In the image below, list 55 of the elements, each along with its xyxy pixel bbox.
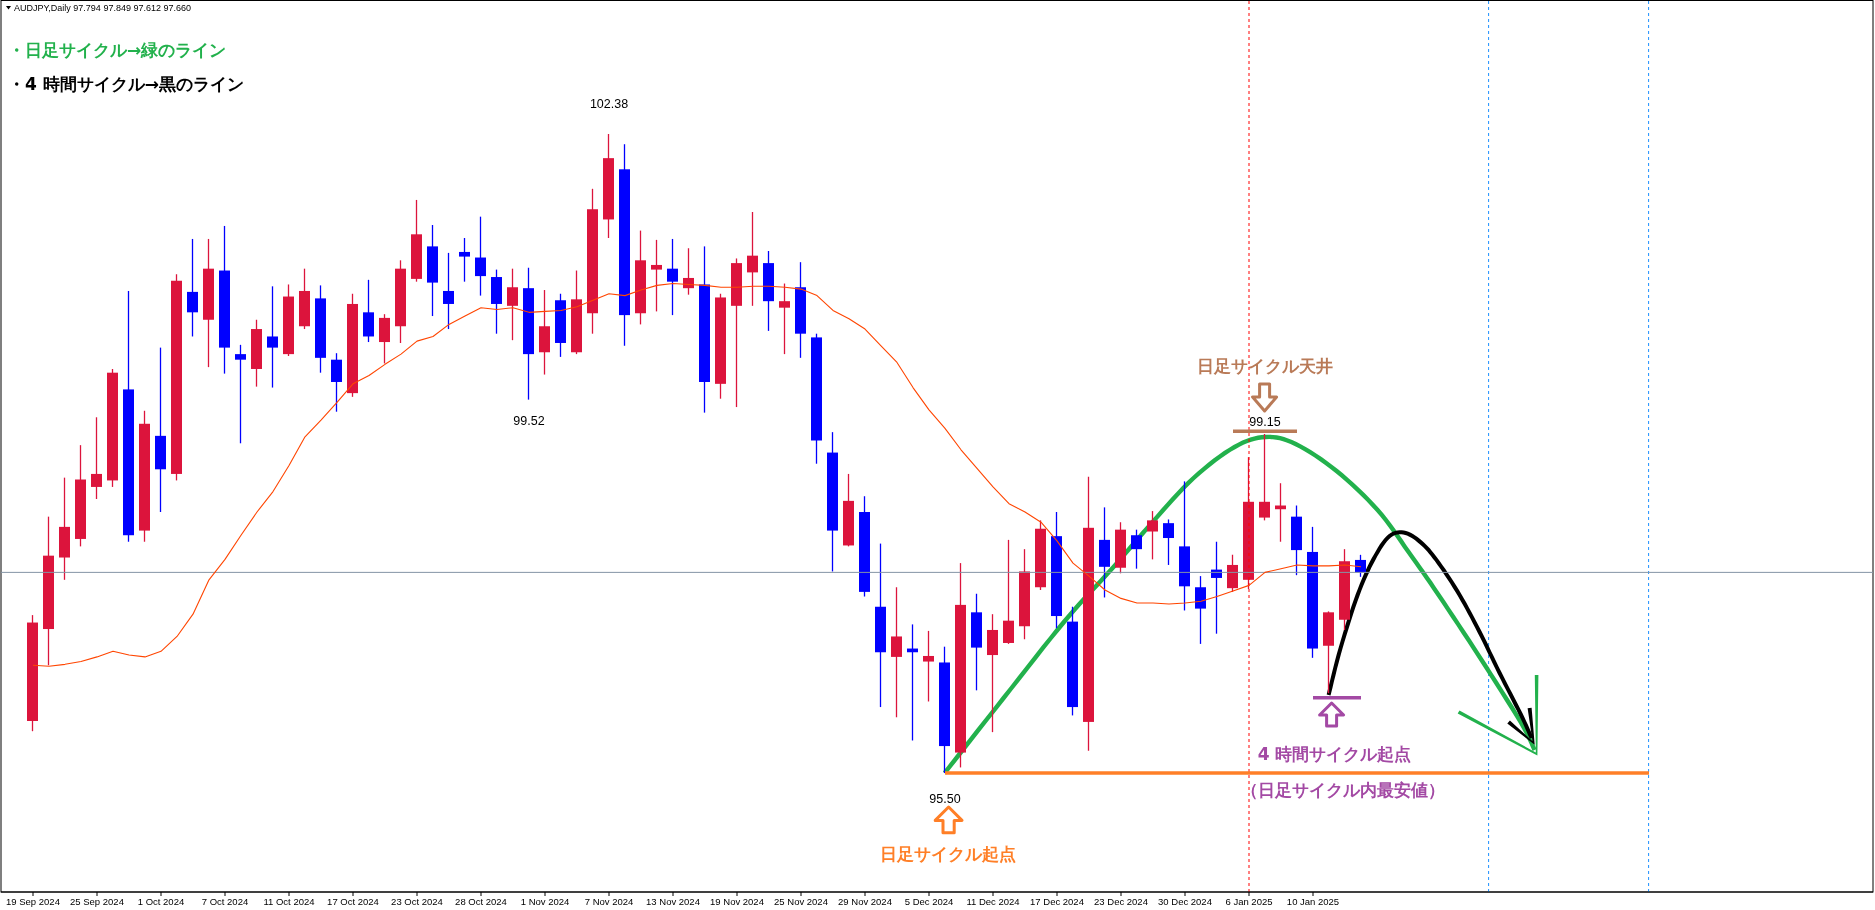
candlestick (91, 416, 102, 500)
candlestick (747, 211, 758, 307)
candlestick (667, 238, 678, 316)
annotation: 95.50 (929, 792, 961, 806)
candlestick (923, 630, 934, 703)
candlestick (475, 216, 486, 297)
candlestick (1259, 433, 1270, 522)
x-tick-label: 6 Jan 2025 (1225, 895, 1273, 907)
candlestick (1195, 575, 1206, 645)
candlestick (1147, 510, 1158, 561)
x-tick-label: 23 Dec 2024 (1094, 895, 1148, 907)
x-tick-label: 23 Oct 2024 (391, 895, 443, 907)
x-tick-label: 30 Dec 2024 (1158, 895, 1212, 907)
x-tick-label: 28 Oct 2024 (455, 895, 507, 907)
text: ・4 時間サイクル→黒のライン (8, 74, 244, 94)
annotation: 99.52 (513, 413, 545, 428)
candlestick (1227, 554, 1238, 593)
candlestick (651, 239, 662, 313)
candlestick (1003, 539, 1014, 645)
annotation: 4 時間サイクル起点 (1257, 744, 1412, 764)
x-tick-label: 29 Nov 2024 (838, 895, 892, 907)
annotation: 99.15 (1249, 415, 1281, 429)
x-tick-label: 11 Dec 2024 (966, 895, 1020, 907)
x-tick-label: 17 Oct 2024 (327, 895, 379, 907)
x-tick-label: 11 Oct 2024 (263, 895, 315, 907)
candlestick (187, 238, 198, 338)
chart-title: AUDJPY,Daily 97.794 97.849 97.612 97.660 (14, 3, 191, 13)
annotation: 日足サイクル天井 (1196, 356, 1333, 376)
candlestick (459, 237, 470, 283)
x-tick-label: 7 Nov 2024 (584, 895, 634, 907)
candlestick (891, 586, 902, 718)
candlestick (507, 268, 518, 341)
text: ・日足サイクル→緑のライン (8, 40, 227, 60)
candlestick (331, 352, 342, 413)
annotation: 102.38 (589, 97, 629, 111)
candlestick (779, 282, 790, 355)
candlestick (1163, 518, 1174, 566)
x-tick-label: 13 Nov 2024 (646, 895, 700, 907)
x-tick-label: 1 Oct 2024 (137, 895, 185, 907)
candlestick (235, 344, 246, 444)
x-tick-label: 25 Sep 2024 (70, 895, 124, 907)
x-tick-label: 1 Nov 2024 (520, 895, 570, 907)
candlestick (1131, 529, 1142, 570)
x-tick-label: 7 Oct 2024 (201, 895, 249, 907)
candlestick (443, 252, 454, 330)
x-tick-label: 5 Dec 2024 (904, 895, 954, 907)
x-tick-label: 19 Nov 2024 (710, 895, 764, 907)
candlestick (267, 285, 278, 389)
text: 日足サイクル起点 (879, 844, 1016, 864)
x-tick-label: 17 Dec 2024 (1030, 895, 1084, 907)
x-tick-label: 19 Sep 2024 (6, 895, 60, 907)
x-tick-label: 25 Nov 2024 (774, 895, 828, 907)
x-tick-label: 10 Jan 2025 (1286, 895, 1340, 907)
candlestick (1355, 554, 1366, 578)
text: （日足サイクル内最安値） (1240, 780, 1445, 800)
